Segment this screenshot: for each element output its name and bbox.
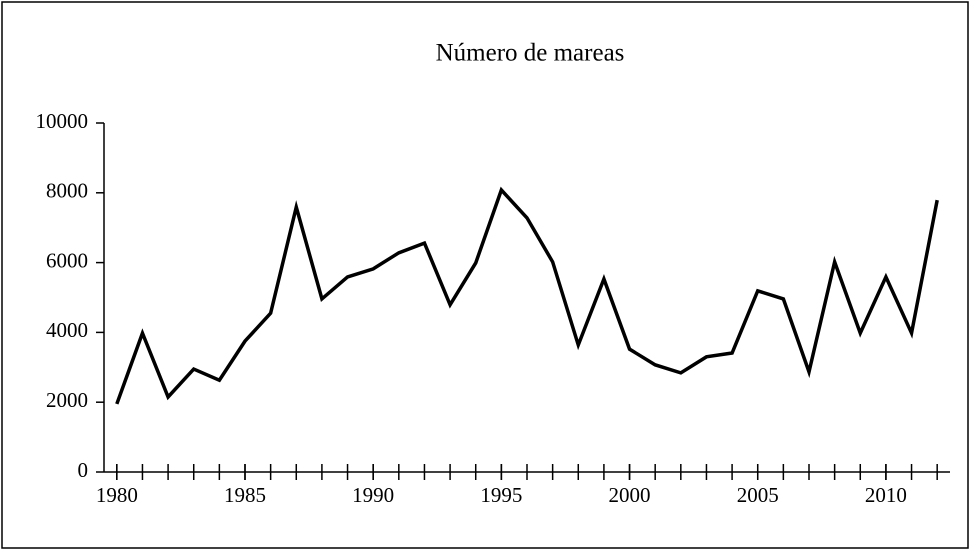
x-tick-label: 2000 bbox=[609, 483, 651, 507]
x-tick-label: 1980 bbox=[96, 483, 138, 507]
x-tick-label: 2010 bbox=[865, 483, 907, 507]
x-tick-label: 2005 bbox=[737, 483, 779, 507]
y-tick-label: 10000 bbox=[36, 109, 89, 133]
y-tick-label: 8000 bbox=[46, 179, 88, 203]
y-tick-label: 6000 bbox=[46, 248, 88, 272]
x-tick-label: 1995 bbox=[480, 483, 522, 507]
x-tick-label: 1990 bbox=[352, 483, 394, 507]
chart-title: Número de mareas bbox=[436, 40, 625, 67]
y-tick-label: 2000 bbox=[46, 388, 88, 412]
y-tick-label: 0 bbox=[78, 458, 89, 482]
data-line bbox=[115, 186, 939, 405]
y-tick-label: 4000 bbox=[46, 318, 88, 342]
x-tick-label: 1985 bbox=[224, 483, 266, 507]
